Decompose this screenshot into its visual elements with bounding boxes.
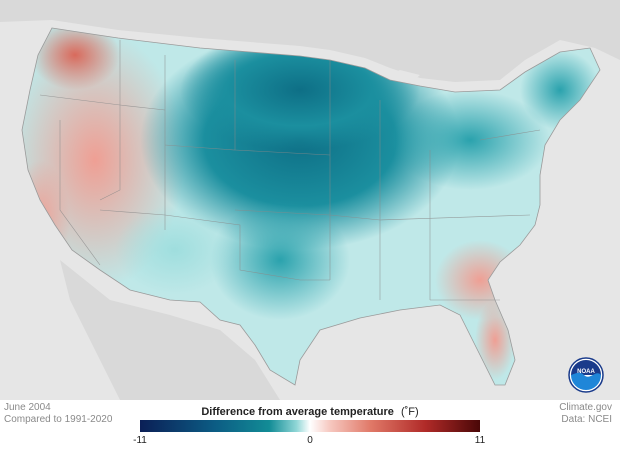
legend-max-label: 11 bbox=[474, 435, 486, 446]
temperature-anomaly-map bbox=[0, 0, 620, 400]
anomaly-field bbox=[22, 28, 600, 385]
baseline-label: Compared to 1991-2020 bbox=[4, 414, 113, 425]
us-outline bbox=[21, 27, 601, 386]
data-label: Data: NCEI bbox=[561, 414, 612, 425]
source-label: Climate.gov bbox=[559, 402, 612, 413]
legend-title: Difference from average temperature (˚F) bbox=[201, 406, 419, 418]
state-borders bbox=[39, 40, 541, 301]
legend-mid-label: 0 bbox=[307, 435, 313, 446]
credits: Climate.gov Data: NCEI bbox=[559, 402, 612, 426]
legend-min-label: -11 bbox=[133, 435, 147, 446]
noaa-logo: NOAA bbox=[568, 357, 604, 393]
map-area: NOAA bbox=[0, 0, 620, 400]
date-label: June 2004 bbox=[4, 402, 51, 413]
great-lakes bbox=[380, 70, 460, 110]
legend-color-bar bbox=[140, 420, 480, 432]
mexico-landmass bbox=[60, 260, 280, 400]
svg-text:NOAA: NOAA bbox=[577, 369, 595, 375]
canada-landmass bbox=[0, 0, 620, 82]
map-caption: June 2004 Compared to 1991-2020 bbox=[4, 402, 112, 426]
